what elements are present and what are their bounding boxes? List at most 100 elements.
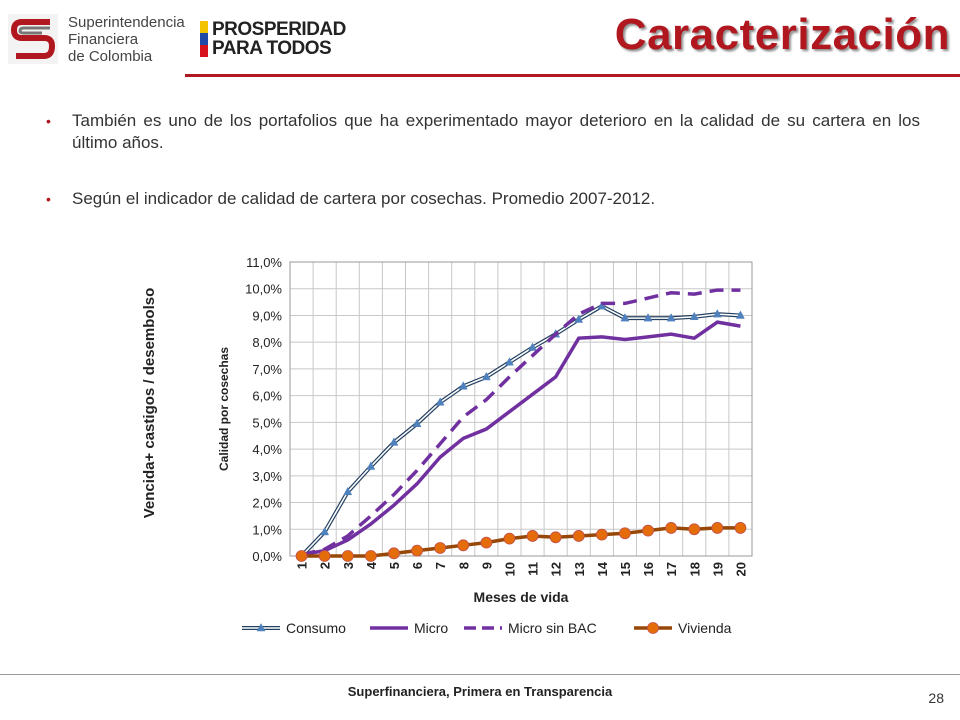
x-tick-label: 11 xyxy=(526,562,541,576)
data-point xyxy=(318,550,331,562)
x-tick-label: 18 xyxy=(687,562,702,576)
sfc-logo-line3: de Colombia xyxy=(68,48,153,65)
y-tick-label: 2,0% xyxy=(252,496,282,511)
y-tick-label: 11,0% xyxy=(246,255,282,270)
data-point xyxy=(435,397,445,406)
bullet-item: • Según el indicador de calidad de carter… xyxy=(46,188,920,210)
x-tick-label: 13 xyxy=(572,562,587,576)
y-tick-label: 0,0% xyxy=(252,549,282,564)
data-point xyxy=(388,547,400,560)
x-tick-label: 12 xyxy=(549,562,564,576)
x-tick-label: 3 xyxy=(341,562,356,569)
data-point xyxy=(503,532,516,545)
chart-outer-label: Vencida+ castigos / desembolso xyxy=(141,288,158,519)
data-point xyxy=(411,544,423,557)
prosperidad-logo: PROSPERIDAD PARA TODOS xyxy=(200,18,350,60)
x-tick-label: 10 xyxy=(502,562,517,576)
series-line xyxy=(301,288,741,557)
data-point xyxy=(647,622,659,634)
data-point xyxy=(341,550,354,562)
data-point xyxy=(528,342,537,351)
data-point xyxy=(458,381,468,390)
x-tick-label: 8 xyxy=(456,562,471,569)
legend-label: Micro xyxy=(414,620,448,636)
legend-item: Consumo xyxy=(242,620,346,636)
bullet-icon: • xyxy=(46,113,51,129)
footer-divider xyxy=(0,674,960,675)
legend-item: Micro xyxy=(370,620,448,636)
sfc-logo-line2: Financiera xyxy=(68,31,139,48)
sfc-logo-text: Superintendencia Financiera de Colombia xyxy=(68,14,185,65)
data-point xyxy=(481,371,491,381)
y-axis-title: Calidad por cosechas xyxy=(217,347,231,471)
data-point xyxy=(549,531,562,544)
legend-label: Micro sin BAC xyxy=(508,620,597,636)
series-vivienda xyxy=(295,522,747,562)
data-point xyxy=(734,522,747,534)
data-point xyxy=(712,309,722,318)
data-point xyxy=(665,522,678,534)
legend: Consumo Micro Micro sin BAC Vivienda xyxy=(242,620,732,636)
x-tick-label: 9 xyxy=(479,562,494,569)
data-point xyxy=(505,357,514,366)
x-axis-title: Meses de vida xyxy=(474,589,569,605)
y-tick-label: 4,0% xyxy=(252,442,282,457)
x-tick-label: 20 xyxy=(733,562,748,576)
x-tick-label: 19 xyxy=(710,562,725,576)
bullet-text: También es uno de los portafolios que ha… xyxy=(72,111,920,152)
x-tick-label: 2 xyxy=(318,562,333,569)
legend-label: Consumo xyxy=(286,620,346,636)
prosperidad-line2: PARA TODOS xyxy=(212,38,332,59)
data-point xyxy=(366,461,376,470)
x-tick-label: 16 xyxy=(641,562,656,576)
data-point xyxy=(364,550,377,562)
y-tick-label: 6,0% xyxy=(252,389,282,404)
y-tick-label: 10,0% xyxy=(245,282,282,297)
bullet-list: • También es uno de los portafolios que h… xyxy=(46,110,920,210)
data-point xyxy=(595,528,608,541)
footer-text: Superfinanciera, Primera en Transparenci… xyxy=(347,684,613,699)
x-tick-label: 6 xyxy=(410,562,425,569)
sfc-logo: Superintendencia Financiera de Colombia xyxy=(8,12,188,68)
bullet-text: Según el indicador de calidad de cartera… xyxy=(72,189,656,208)
sfc-logo-line1: Superintendencia xyxy=(68,14,185,31)
data-point xyxy=(434,542,447,554)
y-tick-label: 1,0% xyxy=(252,522,282,537)
page-title: Caracterización xyxy=(614,10,950,59)
data-point xyxy=(688,523,701,536)
data-point xyxy=(666,313,676,322)
y-tick-label: 7,0% xyxy=(252,362,282,377)
series-consumo xyxy=(297,301,745,560)
data-point xyxy=(642,524,654,537)
data-point xyxy=(711,522,724,534)
y-tick-label: 8,0% xyxy=(252,335,282,350)
chart-svg: 0,0% 1,0% 2,0% 3,0% 4,0% 5,0% 6,0% 7,0% 8,0% 9,0%… xyxy=(141,255,753,636)
x-tick-label: 14 xyxy=(595,561,610,576)
bullet-item: • También es uno de los portafolios que h… xyxy=(46,110,920,154)
series-micro-sin-bac xyxy=(301,288,741,557)
data-point xyxy=(574,314,584,323)
data-point xyxy=(597,301,607,310)
legend-item: Vivienda xyxy=(634,620,732,636)
legend-label: Vivienda xyxy=(678,620,732,636)
colombia-flag-bars xyxy=(200,21,208,57)
data-point xyxy=(526,530,539,542)
x-tick-label: 17 xyxy=(664,562,679,576)
data-point xyxy=(457,539,470,552)
sfc-logo-icon xyxy=(8,14,58,64)
data-point xyxy=(256,622,266,632)
y-tick-label: 3,0% xyxy=(252,469,282,484)
data-point xyxy=(320,526,330,536)
x-tick-label: 4 xyxy=(364,561,379,569)
title-divider xyxy=(185,74,960,77)
data-point xyxy=(643,313,653,322)
data-point xyxy=(620,313,630,322)
x-tick-label: 7 xyxy=(433,562,448,569)
series-micro xyxy=(301,320,741,557)
data-point xyxy=(736,310,745,319)
data-point xyxy=(689,311,699,321)
data-point xyxy=(389,437,399,446)
chart: 0,0% 1,0% 2,0% 3,0% 4,0% 5,0% 6,0% 7,0% 8,0% 9,0%… xyxy=(130,240,770,650)
data-point xyxy=(619,527,631,540)
prosperidad-line1: PROSPERIDAD xyxy=(212,19,346,40)
